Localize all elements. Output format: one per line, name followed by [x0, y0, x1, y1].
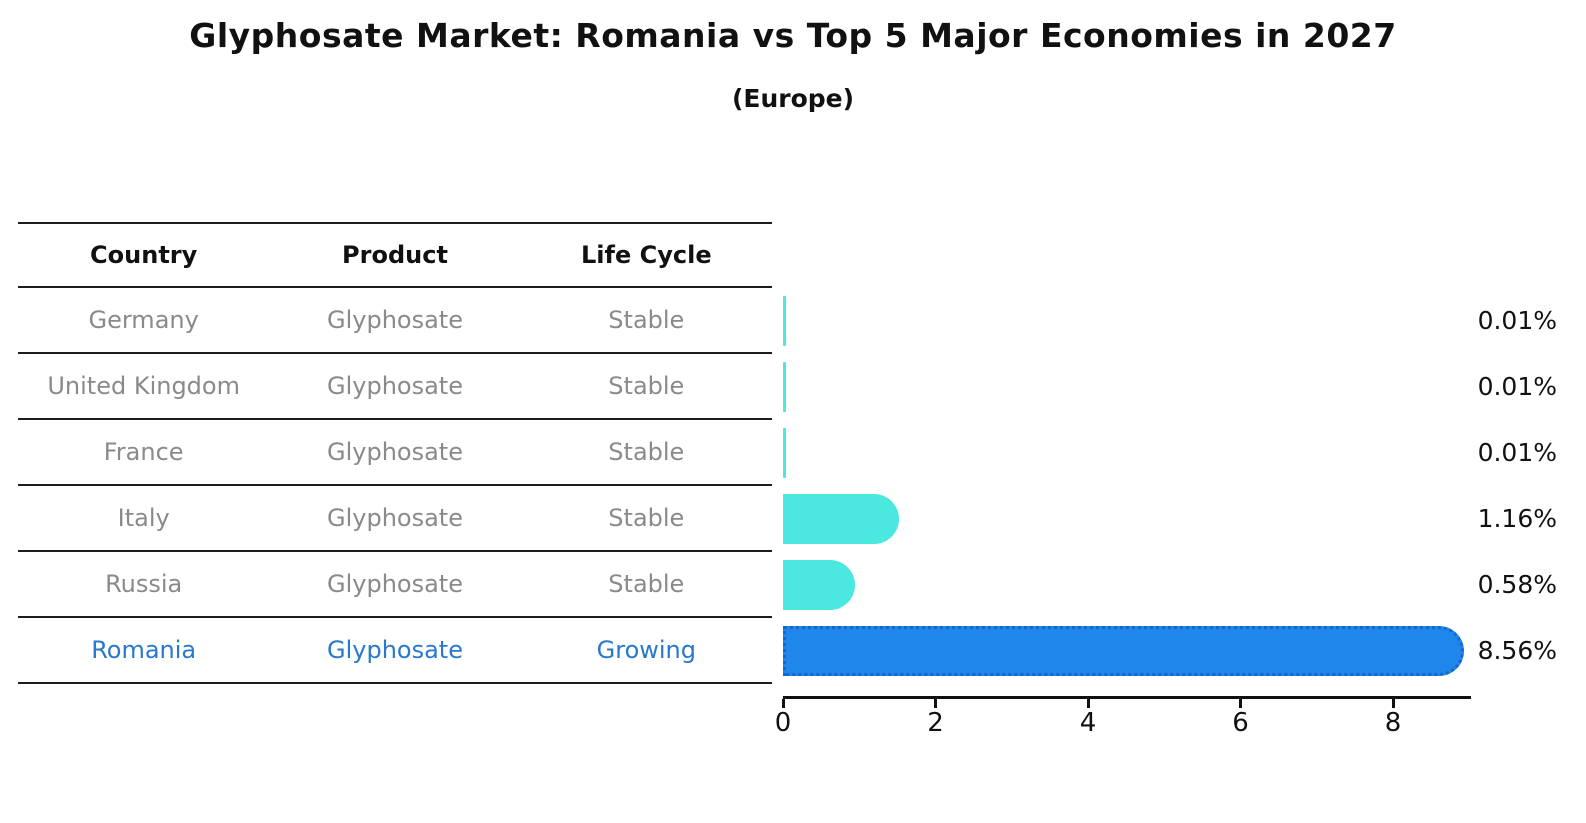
cell-life-cycle: Stable	[608, 306, 685, 334]
cell-country: United Kingdom	[47, 372, 240, 400]
x-axis-tick-mark-4	[1086, 699, 1090, 708]
x-axis-tick-mark-2	[934, 699, 937, 708]
cell-product: Glyphosate	[327, 570, 463, 598]
cell-country: France	[103, 438, 184, 466]
cell-life-cycle: Growing	[596, 636, 696, 664]
table-row-romania: Romania Glyphosate Growing	[18, 618, 772, 684]
table-row-russia: Russia Glyphosate Stable	[18, 552, 772, 618]
bar-italy	[783, 494, 900, 544]
x-axis-tick-mark-8	[1391, 699, 1395, 708]
x-axis-tick-label-4: 4	[1079, 708, 1097, 738]
chart-title: Glyphosate Market: Romania vs Top 5 Majo…	[189, 16, 1397, 55]
table-row-germany: Germany Glyphosate Stable	[18, 288, 772, 354]
cell-country: Romania	[91, 636, 197, 664]
value-label-romania: 8.56%	[1477, 636, 1557, 665]
value-label-germany: 0.01%	[1477, 306, 1557, 335]
country-table: Country Product Life Cycle Germany Glypho…	[18, 222, 772, 684]
x-axis-line	[783, 696, 1471, 699]
x-axis-tick-label-0: 0	[774, 708, 792, 738]
value-label-united-kingdom: 0.01%	[1477, 372, 1557, 401]
bar-france	[783, 428, 786, 478]
x-axis-tick-mark-6	[1239, 699, 1242, 708]
value-label-russia: 0.58%	[1477, 570, 1557, 599]
table-row-france: France Glyphosate Stable	[18, 420, 772, 486]
x-axis-tick-label-8: 8	[1384, 708, 1402, 738]
cell-life-cycle: Stable	[608, 438, 685, 466]
bar-united-kingdom	[783, 362, 786, 412]
value-label-france: 0.01%	[1477, 438, 1557, 467]
x-axis-tick-label-6: 6	[1232, 708, 1249, 738]
table-row-italy: Italy Glyphosate Stable	[18, 486, 772, 552]
table-header-row: Country Product Life Cycle	[18, 222, 772, 288]
column-header-life-cycle: Life Cycle	[581, 241, 712, 269]
chart-subtitle: (Europe)	[731, 84, 855, 113]
cell-product: Glyphosate	[327, 438, 463, 466]
cell-life-cycle: Stable	[608, 372, 685, 400]
cell-product: Glyphosate	[327, 636, 463, 664]
column-header-product: Product	[342, 241, 448, 269]
cell-product: Glyphosate	[327, 504, 463, 532]
cell-life-cycle: Stable	[608, 504, 685, 532]
cell-country: Italy	[117, 504, 170, 532]
table-row-united-kingdom: United Kingdom Glyphosate Stable	[18, 354, 772, 420]
column-header-country: Country	[90, 241, 198, 269]
cell-product: Glyphosate	[327, 372, 463, 400]
value-label-italy: 1.16%	[1477, 504, 1557, 533]
bar-russia	[783, 560, 856, 610]
x-axis-tick-label-2: 2	[927, 708, 944, 738]
cell-life-cycle: Stable	[608, 570, 685, 598]
cell-country: Germany	[88, 306, 199, 334]
table-body: Germany Glyphosate Stable United Kingdom Gly…	[18, 288, 772, 684]
bar-romania	[783, 626, 1464, 676]
cell-country: Russia	[105, 570, 183, 598]
x-axis-tick-mark-0	[781, 699, 785, 708]
bar-germany	[783, 296, 786, 346]
cell-product: Glyphosate	[327, 306, 463, 334]
